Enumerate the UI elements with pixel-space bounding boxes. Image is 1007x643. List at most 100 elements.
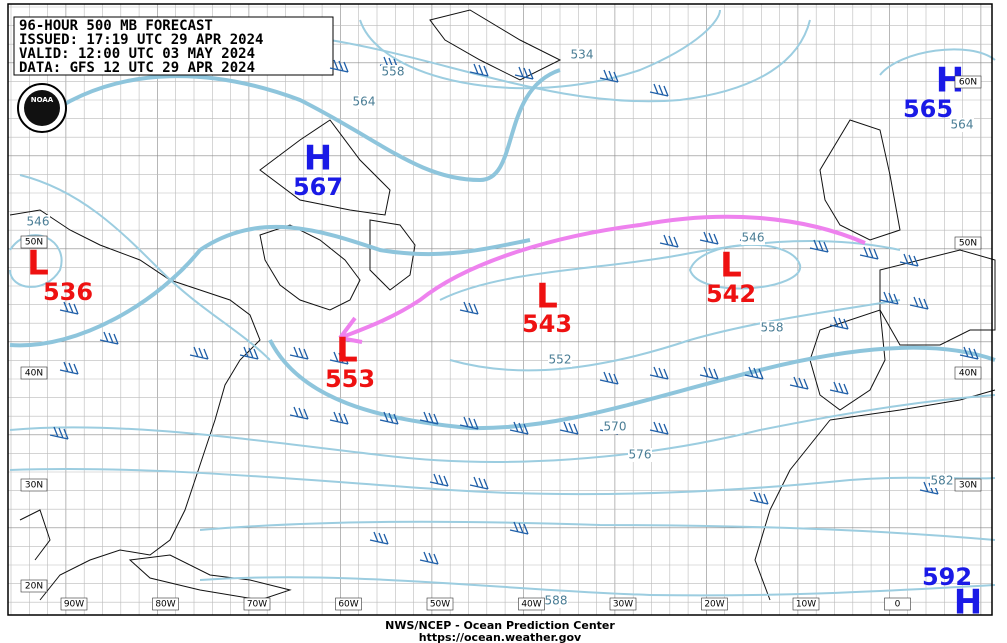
- wind-barb: [59, 301, 79, 315]
- wind-barb: [189, 346, 209, 360]
- wind-barb: [419, 411, 439, 425]
- header-box: [13, 16, 334, 76]
- wind-barb: [859, 246, 879, 260]
- coord-label-bg: [20, 579, 48, 593]
- coord-label: 20W: [704, 600, 724, 610]
- wind-barb: [509, 421, 529, 435]
- coord-label: 40N: [25, 369, 43, 379]
- contour-label: 576: [629, 448, 652, 462]
- coord-label: 80W: [155, 600, 175, 610]
- contour: [19, 174, 271, 361]
- noaa-logo: NOAA: [17, 83, 67, 133]
- coord-label-bg: [20, 366, 48, 380]
- coastline: [9, 209, 261, 601]
- coord-label: 40N: [959, 369, 977, 379]
- wind-barb: [509, 521, 529, 535]
- contour-label-bg: [544, 594, 568, 608]
- coord-label: 0: [895, 600, 901, 610]
- contour: [449, 299, 901, 372]
- contour: [439, 239, 901, 301]
- coord-label: 30W: [613, 600, 633, 610]
- coord-label: 40W: [521, 600, 541, 610]
- wind-barb: [809, 239, 829, 253]
- wind-barb: [59, 361, 79, 375]
- coord-label: 30N: [959, 481, 977, 491]
- coord-label: 90W: [64, 600, 84, 610]
- contour-label: 582: [931, 474, 954, 488]
- wind-barb: [879, 291, 899, 305]
- contour-label-bg: [381, 65, 405, 79]
- coastline: [19, 509, 51, 561]
- coord-label: 20N: [25, 582, 43, 592]
- contour: [359, 9, 721, 90]
- wind-barb: [469, 476, 489, 490]
- contour: [9, 234, 63, 288]
- contour-label: 570: [604, 420, 627, 434]
- coord-label-bg: [20, 478, 48, 492]
- coastline: [754, 389, 996, 601]
- center-letter: L: [27, 244, 49, 284]
- wind-barb: [699, 366, 719, 380]
- coord-label-bg: [518, 597, 545, 611]
- coord-label-bg: [954, 75, 982, 89]
- wind-barb: [289, 406, 309, 420]
- contour: [879, 48, 996, 76]
- coord-label-bg: [609, 597, 637, 611]
- coastline: [369, 219, 416, 291]
- logo-disc: [24, 90, 60, 126]
- logo-text: NOAA: [31, 96, 54, 104]
- center-value: 565: [903, 95, 953, 123]
- wind-barb: [699, 231, 719, 245]
- wind-barb: [909, 296, 929, 310]
- wind-barb: [329, 351, 349, 365]
- wind-barb: [289, 346, 309, 360]
- wind-barb: [789, 376, 809, 390]
- wind-barb: [649, 421, 669, 435]
- footer-url: https://ocean.weather.gov: [419, 631, 582, 643]
- coord-label-bg: [152, 597, 179, 611]
- coord-label: 50N: [959, 239, 977, 249]
- coastline: [819, 119, 901, 241]
- contour-label-bg: [628, 448, 652, 462]
- wind-barb: [649, 366, 669, 380]
- contour-label: 552: [549, 353, 572, 367]
- wind-barb: [459, 416, 479, 430]
- coord-label: 50N: [25, 238, 43, 248]
- contour-label: 564: [353, 95, 376, 109]
- contour: [38, 68, 561, 183]
- center-value: 543: [522, 310, 572, 338]
- coord-label-bg: [243, 597, 271, 611]
- coord-label-bg: [792, 597, 820, 611]
- map-frame: [7, 3, 993, 616]
- wind-barb: [379, 411, 399, 425]
- contour-label: 546: [27, 215, 50, 229]
- contour-label-bg: [603, 420, 627, 434]
- coastline: [429, 9, 562, 81]
- coastlines: [9, 9, 996, 601]
- contour-label: 588: [545, 594, 568, 608]
- wind-barb: [959, 346, 979, 360]
- center-value: 592: [922, 563, 972, 591]
- storm-track-arrow: [338, 214, 866, 344]
- wind-barb: [429, 473, 449, 487]
- wind-barb: [599, 371, 619, 385]
- wind-barb: [49, 426, 69, 440]
- contour-label-bg: [352, 95, 376, 109]
- header-line: 96-HOUR 500 MB FORECAST: [19, 18, 213, 34]
- wind-barb: [744, 366, 764, 380]
- contour-label-bg: [760, 321, 784, 335]
- coord-label-bg: [60, 597, 88, 611]
- contour-label-bg: [548, 353, 572, 367]
- wind-barb: [829, 381, 849, 395]
- contour-label-bg: [26, 215, 50, 229]
- coord-label: 60N: [959, 78, 977, 88]
- contour: [199, 576, 996, 597]
- coord-label: 50W: [430, 600, 450, 610]
- wind-barb: [559, 421, 579, 435]
- coastline: [259, 119, 391, 216]
- wind-barb: [369, 531, 389, 545]
- coord-label: 10W: [796, 600, 816, 610]
- center-value: 553: [325, 365, 375, 393]
